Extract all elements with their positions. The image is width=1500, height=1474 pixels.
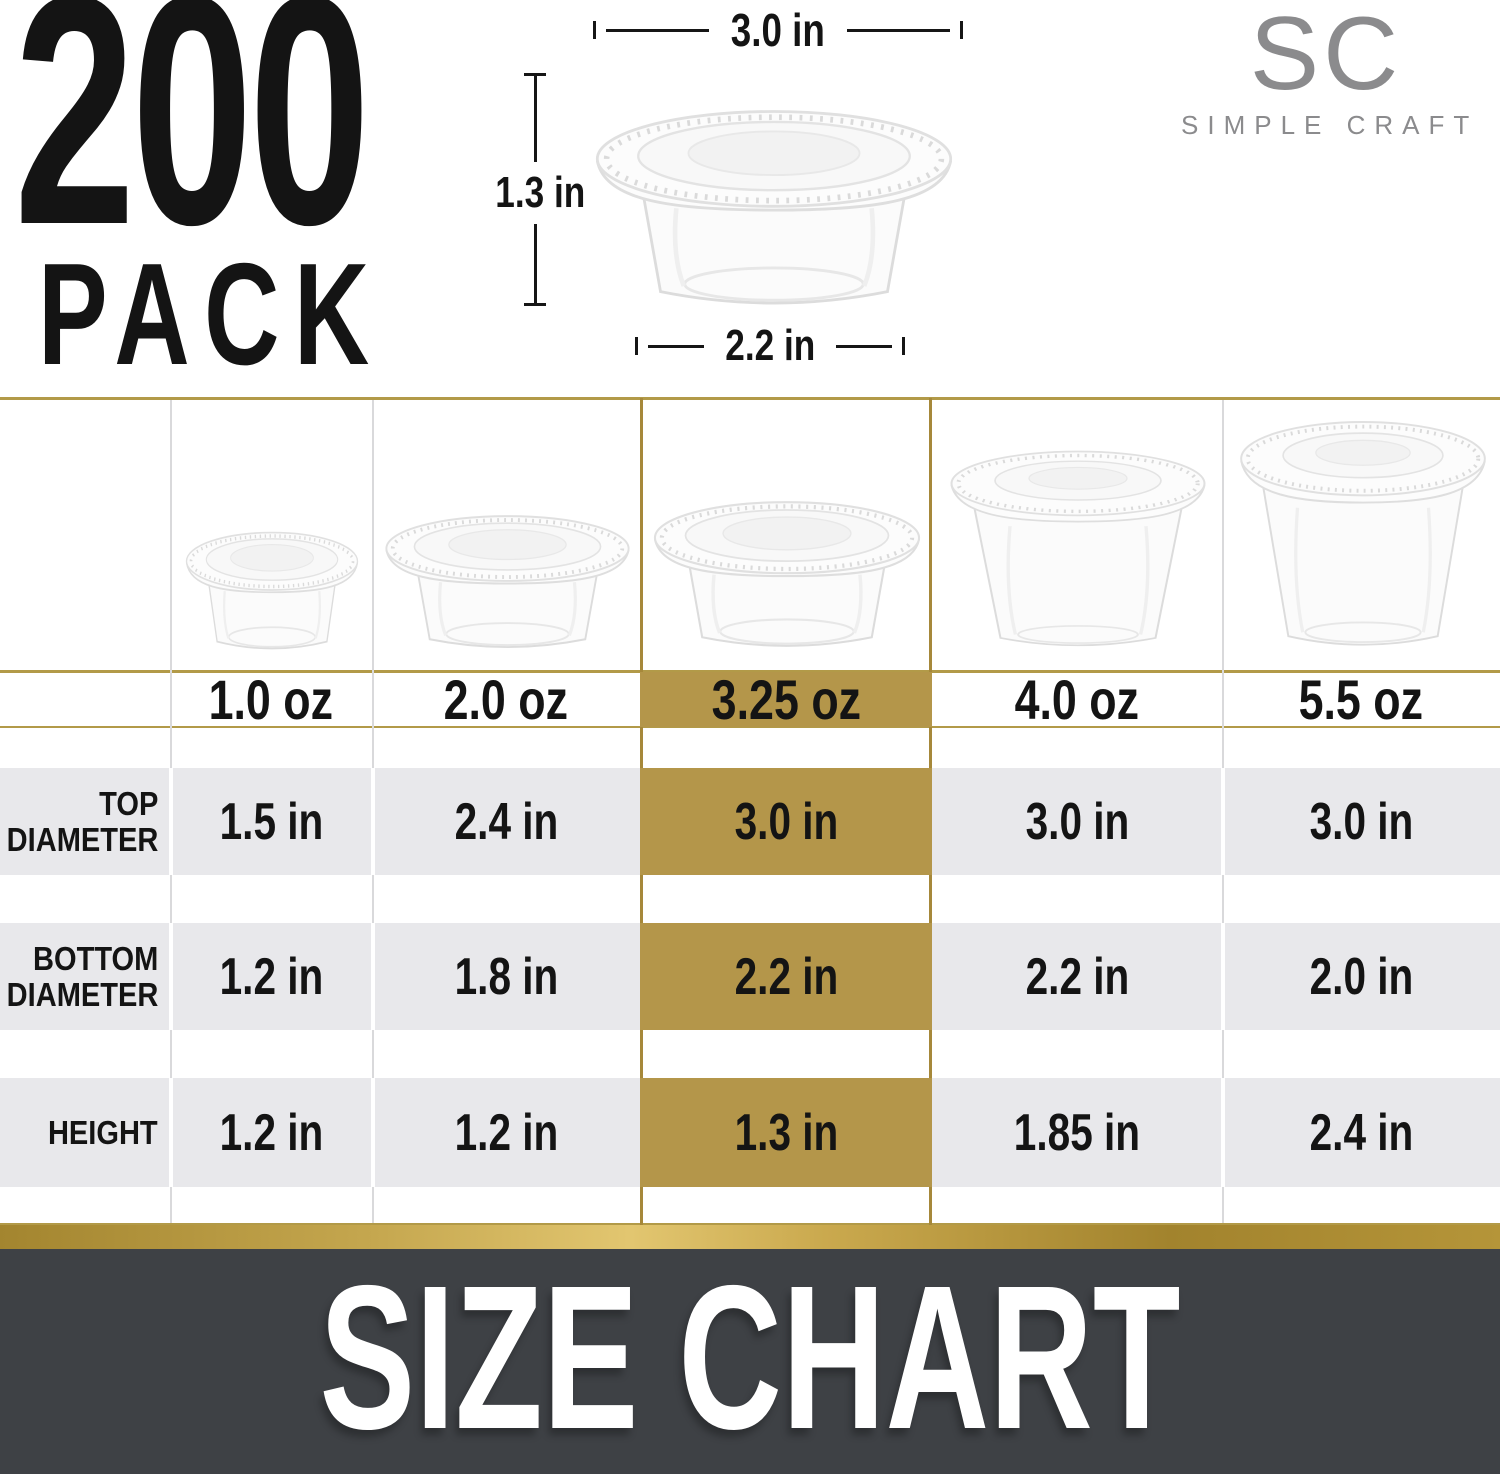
dimension-tick <box>960 21 964 39</box>
dimension-label-height-wrap: 1.3 in <box>484 162 588 224</box>
cell-top-diameter-1oz: 1.5 in <box>219 792 323 851</box>
dimension-tick <box>902 337 905 355</box>
dimension-line <box>648 344 704 348</box>
table-border-bottom <box>0 1223 1500 1225</box>
divider-gap <box>1221 1078 1225 1187</box>
cell-bottom-diameter-2oz: 1.8 in <box>454 947 558 1006</box>
cell-height-2oz: 1.2 in <box>454 1103 558 1162</box>
col-header-2oz: 2.0 oz <box>443 668 569 731</box>
highlighted-cell-height <box>640 1078 932 1187</box>
cell-height-5-5oz: 2.4 in <box>1309 1103 1413 1162</box>
pack-count: 200 <box>14 0 370 293</box>
col-header-3-25oz: 3.25 oz <box>711 668 861 731</box>
cell-bottom-diameter-4oz: 2.2 in <box>1025 947 1129 1006</box>
divider-gap <box>1221 923 1225 1030</box>
cup-photo-4oz <box>942 435 1214 663</box>
col-header-1oz: 1.0 oz <box>208 668 334 731</box>
dimension-tick <box>635 337 638 355</box>
cell-top-diameter-4oz: 3.0 in <box>1025 792 1129 851</box>
table-rule-above-sizes <box>0 670 1500 673</box>
cell-top-diameter-3-25oz: 3.0 in <box>734 792 838 851</box>
footer-bar <box>0 1249 1500 1474</box>
cup-photo-2oz <box>380 485 635 660</box>
divider-gap <box>371 768 375 875</box>
row-label-top-diameter: TOP DIAMETER <box>6 784 159 858</box>
highlighted-cell-top-diameter <box>640 768 932 875</box>
dimension-line-top-diameter: 3.0 in <box>593 4 964 56</box>
gold-accent-bar <box>0 1225 1500 1249</box>
featured-cup-photo <box>588 66 960 322</box>
divider-gap <box>371 1078 375 1187</box>
cell-bottom-diameter-5-5oz: 2.0 in <box>1309 947 1413 1006</box>
cell-bottom-diameter-3-25oz: 2.2 in <box>734 947 838 1006</box>
cup-photo-1oz <box>182 505 362 660</box>
dimension-line-bottom-diameter: 2.2 in <box>635 321 905 370</box>
table-rule-below-sizes <box>0 726 1500 728</box>
cell-bottom-diameter-1oz: 1.2 in <box>219 947 323 1006</box>
pack-word: PACK <box>38 233 384 395</box>
dimension-label-height: 1.3 in <box>495 168 586 217</box>
dimension-label-top-diameter: 3.0 in <box>730 4 826 56</box>
table-border-top <box>0 397 1500 400</box>
cell-top-diameter-2oz: 2.4 in <box>454 792 558 851</box>
dimension-label-bottom-diameter: 2.2 in <box>725 321 815 370</box>
cell-height-4oz: 1.85 in <box>1013 1103 1141 1162</box>
dimension-line <box>606 28 710 32</box>
cell-top-diameter-5-5oz: 3.0 in <box>1309 792 1413 851</box>
row-label-height: HEIGHT <box>48 1113 158 1151</box>
brand-name: SIMPLE CRAFT <box>1181 110 1479 140</box>
dimension-tick <box>593 21 596 39</box>
dimension-line <box>846 28 951 32</box>
divider-gap <box>169 768 173 875</box>
highlighted-cell-size <box>640 672 932 727</box>
divider-gap <box>371 923 375 1030</box>
dimension-tick <box>524 303 546 306</box>
dimension-line <box>836 344 892 348</box>
cell-height-1oz: 1.2 in <box>219 1103 323 1162</box>
cup-photo-5-5oz <box>1232 403 1494 665</box>
divider-gap <box>169 923 173 1030</box>
divider-gap <box>169 1078 173 1187</box>
cell-height-3-25oz: 1.3 in <box>734 1103 838 1162</box>
brand-monogram: SC <box>1249 0 1403 112</box>
row-label-bottom-diameter: BOTTOM DIAMETER <box>6 939 158 1013</box>
footer-title: SIZE CHART <box>319 1243 1181 1472</box>
dimension-tick <box>524 73 546 76</box>
col-header-4oz: 4.0 oz <box>1014 668 1140 731</box>
col-header-5-5oz: 5.5 oz <box>1298 668 1424 731</box>
highlighted-cell-bottom-diameter <box>640 923 932 1030</box>
divider-gap <box>1221 768 1225 875</box>
